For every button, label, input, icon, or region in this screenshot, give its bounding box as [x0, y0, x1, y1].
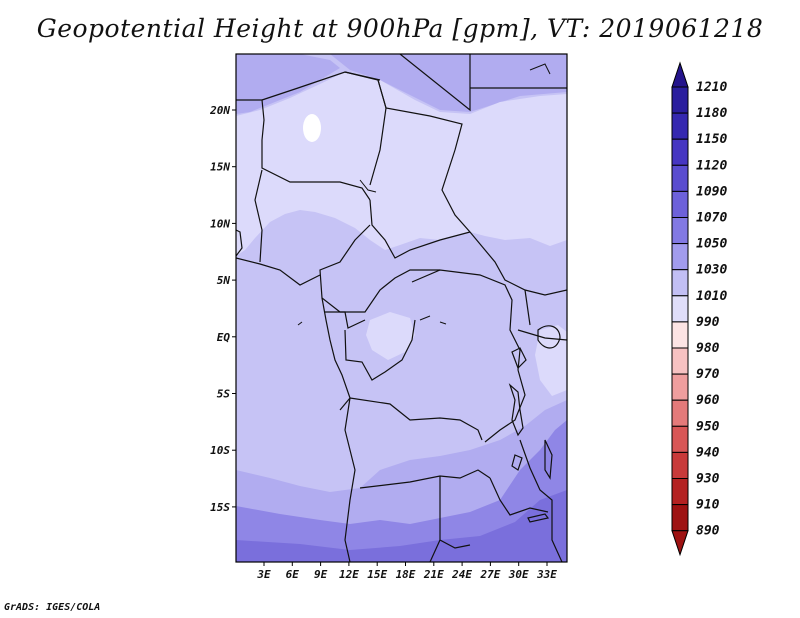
lon-label: 3E: [256, 568, 271, 581]
lon-label: 30E: [508, 568, 529, 581]
lon-label: 15E: [367, 568, 387, 581]
colorbar-label: 980: [696, 341, 720, 356]
colorbar-segment: [671, 112, 689, 140]
colorbar-label: 930: [696, 472, 720, 487]
colorbar-segment: [671, 347, 689, 375]
map-title: Geopotential Height at 900hPa [gpm], VT:…: [36, 14, 764, 43]
colorbar-label: 1180: [696, 106, 727, 121]
field-1030-congo: [366, 312, 415, 360]
lat-label: EQ: [217, 331, 231, 344]
map-frame: [235, 53, 568, 563]
colorbar-segment: [671, 138, 689, 166]
lat-label: 5N: [217, 274, 231, 287]
colorbar-label: 1050: [696, 237, 727, 252]
colorbar-segment: [671, 164, 689, 192]
lon-label: 27E: [479, 568, 500, 581]
colorbar-segment: [671, 399, 689, 427]
lon-label: 6E: [286, 568, 300, 581]
colorbar-label: 1070: [696, 211, 727, 226]
colorbar-label: 1010: [696, 289, 727, 304]
lat-label: 20N: [209, 104, 230, 117]
lon-axis: 3E 6E 9E 12E 15E 18E 21E 24E 27E 30E 33E: [256, 562, 557, 581]
field-1030-east: [535, 325, 567, 396]
field-1050-northwest: [236, 54, 340, 114]
colorbar-label: 990: [696, 315, 720, 330]
lakes: [508, 325, 561, 523]
lon-label: 9E: [314, 568, 328, 581]
colorbar-label: 1210: [696, 80, 727, 95]
colorbar-label: 1030: [696, 263, 727, 278]
colorbar-label: 1150: [696, 132, 727, 147]
colorbar-segment: [671, 243, 689, 271]
colorbar-label: 1120: [696, 158, 727, 173]
lon-label: 33E: [536, 568, 557, 581]
coastline: [236, 229, 351, 411]
colorbar-segment: [671, 373, 689, 401]
lon-label: 12E: [339, 568, 359, 581]
colorbar-label: 970: [696, 367, 720, 382]
colorbar-top-arrow: [671, 61, 689, 88]
map-area: [236, 54, 567, 562]
lat-axis: 20N 15N 10N 5N EQ 5S 10S 15S: [209, 104, 236, 514]
lon-label: 21E: [423, 568, 444, 581]
country-borders: [236, 54, 567, 562]
lat-label: 5S: [217, 388, 231, 401]
colorbar-segment: [671, 478, 689, 506]
field-spot-white: [303, 114, 321, 142]
colorbar-bottom-arrow: [671, 530, 689, 557]
lon-label: 18E: [396, 568, 416, 581]
colorbar: 1210 1180 1150 1120 1090 1070 1050 1030 1010 990 9…: [671, 61, 727, 557]
colorbar-label: 910: [696, 498, 720, 513]
field-1050-north: [330, 54, 567, 112]
lat-label: 15N: [210, 161, 230, 174]
colorbar-segment: [671, 451, 689, 479]
river-features: [297, 63, 551, 326]
colorbar-segment: [671, 504, 689, 532]
lat-label: 15S: [210, 501, 230, 514]
footer-credit: GrADS: IGES/COLA: [4, 602, 101, 613]
colorbar-segment: [671, 425, 689, 453]
colorbar-segment: [671, 295, 689, 323]
colorbar-label: 940: [696, 445, 720, 460]
colorbar-segment: [671, 321, 689, 349]
lon-label: 24E: [451, 568, 472, 581]
field-1090-south: [236, 490, 567, 562]
field-1070-south: [236, 420, 567, 562]
colorbar-segment: [671, 86, 689, 114]
colorbar-label: 960: [696, 393, 720, 408]
field-1030-sahara: [236, 72, 567, 256]
colorbar-label: 1090: [696, 184, 727, 199]
colorbar-label: 950: [696, 419, 720, 434]
colorbar-segment: [671, 217, 689, 245]
lat-label: 10S: [210, 444, 230, 457]
lat-label: 10N: [210, 217, 230, 230]
colorbar-segment: [671, 269, 689, 297]
colorbar-label: 890: [696, 524, 720, 539]
colorbar-segment: [671, 190, 689, 218]
